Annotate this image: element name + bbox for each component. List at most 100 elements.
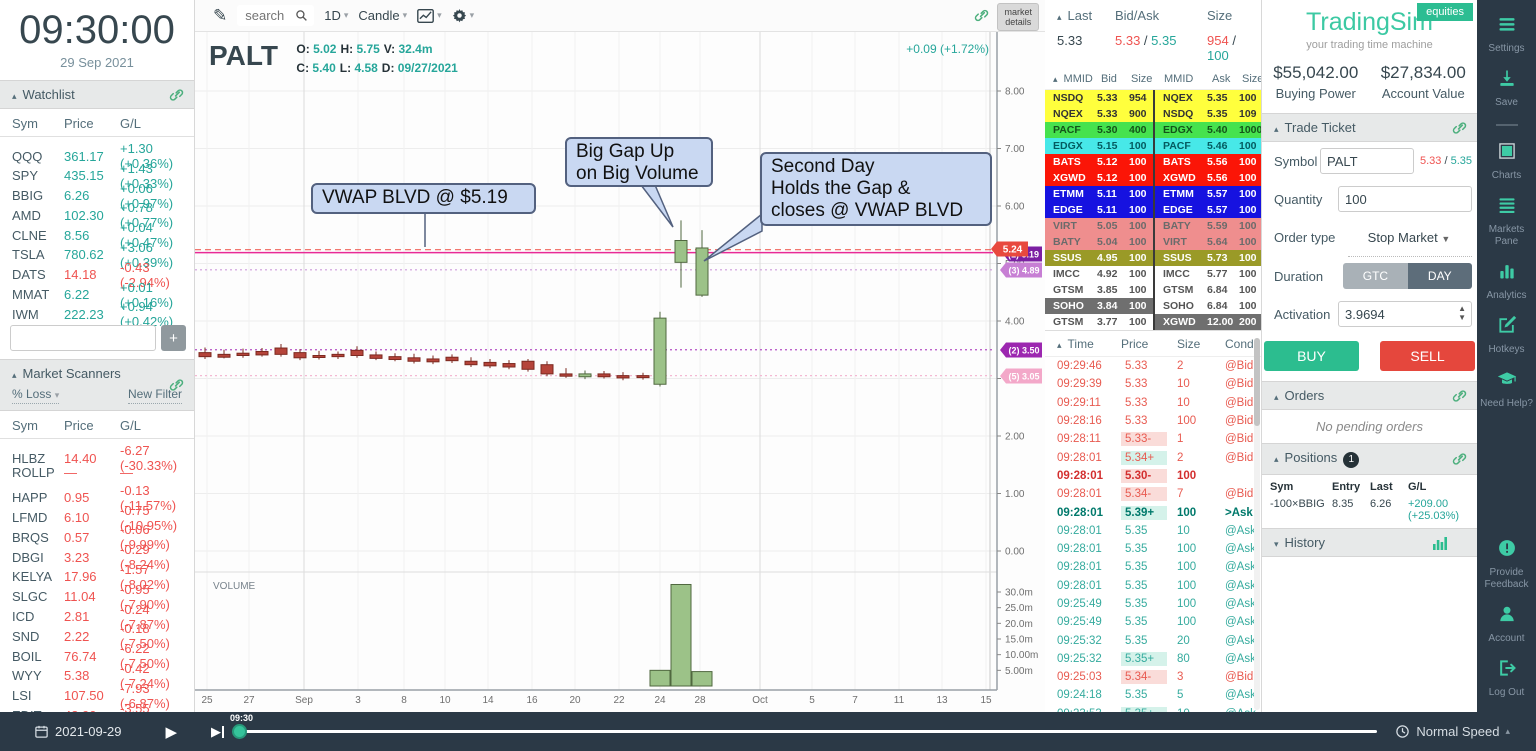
chart-area[interactable]: 25 27 Sep 3 8 10 14 16 20 22 24 28 Oct 5 7 11 13 15 8.00 7.…: [195, 32, 1045, 712]
scanner-row[interactable]: DBGI 3.23 -0.29 (-8.24%): [12, 542, 170, 573]
link-icon[interactable]: [974, 8, 989, 23]
draw-tool-icon[interactable]: ✎: [213, 5, 228, 25]
slider-knob[interactable]: [232, 724, 248, 739]
chart-annotation[interactable]: Big Gap Up on Big Volume: [565, 137, 713, 187]
link-icon[interactable]: [169, 378, 184, 393]
sidebar-item-settings[interactable]: Settings: [1480, 14, 1534, 55]
buy-button[interactable]: BUY: [1264, 341, 1359, 371]
add-symbol-input[interactable]: [10, 325, 156, 352]
slider-track[interactable]: [244, 730, 1378, 733]
svg-text:13: 13: [936, 695, 948, 706]
collapse-arrow-icon: [1274, 535, 1285, 550]
session-date[interactable]: 2021-09-29: [34, 724, 122, 739]
add-symbol-button[interactable]: +: [161, 325, 186, 352]
history-header[interactable]: History: [1262, 528, 1477, 557]
scanner-filter-dropdown[interactable]: % Loss ▾: [12, 387, 60, 405]
watchlist-row[interactable]: TSLA 780.62 +3.06 (+0.39%): [12, 239, 174, 270]
playback-slider[interactable]: 09:30: [230, 712, 1378, 751]
scanner-row[interactable]: SLGC 11.04 -0.95 (-7.90%): [12, 581, 170, 612]
sidebar-item-account[interactable]: Account: [1480, 604, 1534, 645]
sidebar-item-need-help[interactable]: Need Help?: [1480, 369, 1534, 410]
sidebar-item-log-out[interactable]: Log Out: [1480, 658, 1534, 699]
sidebar-item-analytics[interactable]: Analytics: [1480, 261, 1534, 302]
watchlist-row[interactable]: CLNE 8.56 +0.04 (+0.47%): [12, 220, 174, 251]
time-sales-scrollbar[interactable]: [1254, 338, 1260, 710]
order-type-dropdown[interactable]: Stop Market ▼: [1367, 229, 1451, 245]
activation-field[interactable]: [1338, 301, 1472, 327]
speed-selector[interactable]: Normal Speed ▴: [1395, 724, 1510, 739]
scanner-row[interactable]: ICD 2.81 -0.24 (-7.87%): [12, 601, 170, 632]
svg-text:11: 11: [894, 695, 905, 706]
market-details-button[interactable]: market details: [997, 3, 1039, 31]
symbol-search-box[interactable]: [237, 5, 315, 26]
watchlist-row[interactable]: IWM 222.23 +0.94 (+0.42%): [12, 299, 174, 330]
watchlist-row[interactable]: DATS 14.18 -0.43 (-2.94%): [12, 259, 170, 290]
market-scanners-header[interactable]: Market Scanners % Loss ▾ New Filter: [0, 359, 194, 412]
new-filter-button[interactable]: New Filter: [127, 387, 182, 405]
indicators-dropdown[interactable]: ▾: [417, 8, 442, 23]
sidebar-item-charts[interactable]: Charts: [1480, 141, 1534, 182]
chart-annotation[interactable]: Second Day Holds the Gap & closes @ VWAP B…: [760, 152, 992, 226]
trade-ticket-header[interactable]: Trade Ticket: [1262, 113, 1477, 142]
scanners-title: Market Scanners: [22, 366, 121, 382]
scanner-row[interactable]: WYY 5.38 -0.42 (-7.24%): [12, 660, 170, 691]
watchlist-row[interactable]: BBIG 6.26 +0.06 (+0.97%): [12, 180, 174, 211]
chart-settings-dropdown[interactable]: ▾: [452, 8, 474, 23]
symbol-search-input[interactable]: [243, 7, 296, 24]
day-button[interactable]: DAY: [1407, 263, 1473, 289]
link-icon[interactable]: [1452, 120, 1467, 135]
level2-panel: Last Bid/Ask Size 5.33 5.33 / 5.35 954 /…: [1045, 0, 1262, 712]
svg-text:(3) 4.89: (3) 4.89: [1008, 266, 1039, 276]
bid-ask: 5.33 / 5.35: [1115, 33, 1177, 48]
svg-text:24: 24: [654, 695, 666, 706]
chart-annotation[interactable]: VWAP BLVD @ $5.19: [311, 183, 536, 214]
orders-header[interactable]: Orders: [1262, 381, 1477, 410]
gtc-button[interactable]: GTC: [1343, 263, 1408, 289]
scanner-row[interactable]: SND 2.22 -0.18 (-7.50%): [12, 621, 170, 652]
scanner-row[interactable]: KELYA 17.96 -1.57 (-8.02%): [12, 561, 170, 592]
level2-row: SOHO 3.84 100 SOHO 6.84 100: [1045, 298, 1261, 314]
scanner-row[interactable]: BOIL 76.74 -6.22 (-7.50%): [12, 641, 170, 672]
sidebar-item-provide-feedback[interactable]: Provide Feedback: [1480, 538, 1534, 591]
link-icon[interactable]: [169, 87, 184, 102]
step-forward-button[interactable]: ▶: [211, 724, 225, 740]
watchlist-row[interactable]: AMD 102.30 +0.78 (+0.77%): [12, 200, 174, 231]
scanner-row[interactable]: ROLLP — —: [12, 465, 133, 481]
scanner-row[interactable]: HLBZ 14.40 -6.27 (-30.33%): [12, 443, 178, 474]
level2-row: GTSM 3.85 100 GTSM 6.84 100: [1045, 282, 1261, 298]
chevron-up-icon: ▴: [1505, 726, 1510, 736]
scanner-row[interactable]: HAPP 0.95 -0.13 (-11.57%): [12, 482, 177, 513]
position-row[interactable]: -100×BBIG 8.35 6.26 +209.00 (+25.03%): [1262, 495, 1477, 528]
scanner-row[interactable]: EDIT 48.90 -3.55 (-6.77%): [12, 700, 150, 712]
scanner-row[interactable]: LSI 107.50 -7.93 (-6.87%): [12, 680, 170, 711]
chart-symbol-label: PALT: [209, 40, 278, 71]
watchlist-row[interactable]: SPY 435.15 +1.43 (+0.33%): [12, 160, 174, 191]
watchlist-row[interactable]: MMAT 6.22 +0.01 (+0.16%): [12, 279, 174, 310]
history-chart-icon[interactable]: [1433, 536, 1449, 550]
time-sales-row: 09:28:16 5.33 100 @Bid: [1057, 415, 1254, 428]
watchlist-header[interactable]: Watchlist: [0, 80, 194, 109]
play-button[interactable]: ▶: [165, 723, 178, 741]
scanner-row[interactable]: BRQS 0.57 -0.06 (-9.99%): [12, 522, 170, 553]
collapse-arrow-icon: [1274, 388, 1285, 403]
stepper-arrows[interactable]: ▲ ▼: [1458, 304, 1466, 322]
svg-text:15.0m: 15.0m: [1005, 635, 1033, 646]
quantity-field[interactable]: [1338, 186, 1472, 212]
link-icon[interactable]: [1452, 388, 1467, 403]
scrollbar-thumb[interactable]: [1254, 338, 1260, 426]
level2-rows: NSDQ 5.33 954 NQEX 5.35 100 NQEX 5.33 900 NSDQ…: [1045, 90, 1261, 330]
scanner-row[interactable]: LFMD 6.10 -0.75 (-10.95%): [12, 502, 178, 533]
chart-type-dropdown[interactable]: Candle ▾: [358, 8, 408, 23]
symbol-field[interactable]: [1319, 148, 1414, 174]
watchlist-row[interactable]: QQQ 361.17 +1.30 (+0.36%): [12, 141, 174, 171]
price-chart-svg[interactable]: 25 27 Sep 3 8 10 14 16 20 22 24 28 Oct 5 7 11 13 15 8.00 7.…: [195, 32, 1045, 712]
link-icon[interactable]: [1452, 452, 1467, 467]
sidebar-item-markets-pane[interactable]: Markets Pane: [1480, 195, 1534, 248]
sell-button[interactable]: SELL: [1380, 341, 1475, 371]
daily-change-label: +0.09 (+1.72%): [906, 42, 989, 56]
charts-icon: [1497, 141, 1517, 166]
sidebar-item-save[interactable]: Save: [1480, 68, 1534, 109]
sidebar-item-hotkeys[interactable]: Hotkeys: [1480, 315, 1534, 356]
timeframe-dropdown[interactable]: 1D ▾: [324, 8, 349, 23]
